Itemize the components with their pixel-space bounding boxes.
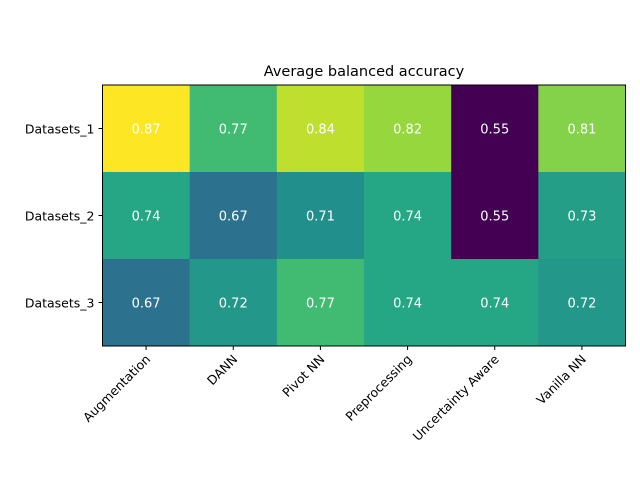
cell-value-label: 0.87 [132, 123, 161, 138]
cell-value-label: 0.55 [480, 210, 509, 225]
heatmap-cell [538, 85, 626, 173]
cell-value-label: 0.72 [219, 297, 248, 312]
cell-value-label: 0.73 [567, 210, 596, 225]
cell-value-label: 0.74 [393, 210, 422, 225]
heatmap-cell [102, 85, 191, 173]
cell-value-label: 0.81 [567, 123, 596, 138]
heatmap-cell [276, 259, 365, 347]
heatmap-cell [364, 85, 452, 173]
cell-value-label: 0.82 [393, 123, 422, 138]
y-tick-label: Datasets_1 [25, 122, 95, 137]
heatmap-cell [451, 85, 539, 173]
cell-value-label: 0.72 [567, 297, 596, 312]
cell-value-label: 0.74 [393, 297, 422, 312]
cell-value-label: 0.84 [306, 123, 335, 138]
heatmap-cell [538, 172, 626, 260]
heatmap-cell [451, 172, 539, 260]
heatmap-cells [102, 85, 626, 347]
heatmap-cell [189, 172, 278, 260]
heatmap-cell [276, 172, 365, 260]
y-tick-label: Datasets_3 [25, 296, 95, 311]
cell-value-label: 0.67 [132, 297, 161, 312]
heatmap-cell [364, 172, 452, 260]
y-tick-label: Datasets_2 [25, 209, 95, 224]
cell-annotations: 0.87 0.77 0.84 0.82 0.55 0.81 0.74 0.67 0.71 0.74… [132, 123, 597, 312]
heatmap-cell [276, 85, 365, 173]
chart-title: Average balanced accuracy [264, 64, 465, 80]
cell-value-label: 0.74 [132, 210, 161, 225]
heatmap-cell [102, 172, 191, 260]
heatmap-cell [102, 259, 191, 347]
cell-value-label: 0.71 [306, 210, 335, 225]
heatmap-cell [451, 259, 539, 347]
cell-value-label: 0.55 [480, 123, 509, 138]
heatmap-cell [189, 259, 278, 347]
cell-value-label: 0.77 [306, 297, 335, 312]
cell-value-label: 0.67 [219, 210, 248, 225]
y-axis: Datasets_1 Datasets_2 Datasets_3 [25, 122, 103, 311]
heatmap-cell [538, 259, 626, 347]
heatmap-cell [189, 85, 278, 173]
cell-value-label: 0.77 [219, 123, 248, 138]
cell-value-label: 0.74 [480, 297, 509, 312]
heatmap-cell [364, 259, 452, 347]
